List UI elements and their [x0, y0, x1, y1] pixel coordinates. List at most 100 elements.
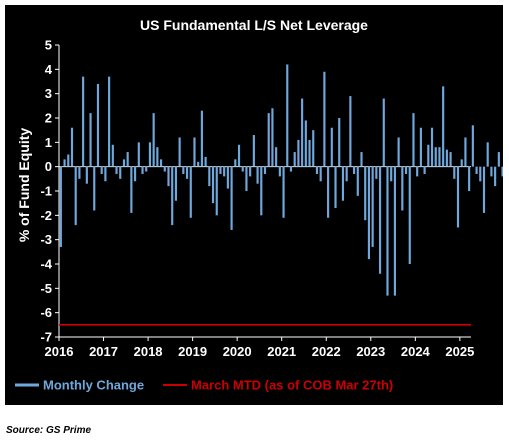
x-tick-label: 2021 [267, 344, 296, 359]
bar [456, 166, 460, 228]
bar [70, 127, 74, 167]
bar [260, 166, 263, 216]
bar [182, 166, 185, 174]
bar [174, 166, 177, 201]
y-tick-label: 1 [45, 135, 52, 150]
bar [74, 166, 77, 226]
bar [252, 135, 255, 167]
bar [104, 166, 107, 182]
bar [211, 166, 215, 204]
bar [371, 166, 374, 247]
bar [282, 166, 285, 218]
bar [501, 166, 503, 177]
bar [89, 113, 92, 167]
bar [334, 166, 337, 209]
bar [119, 166, 122, 179]
bar [494, 166, 497, 187]
bar [382, 98, 385, 167]
bar [223, 166, 226, 177]
bar [312, 130, 315, 167]
y-tick-label: 4 [45, 62, 53, 77]
bar [197, 161, 200, 167]
bar [360, 152, 363, 167]
bar [434, 147, 437, 167]
bar [115, 166, 118, 174]
bar [130, 166, 133, 213]
chart-plot: US Fundamental L/S Net Leverage % of Fun… [15, 17, 503, 393]
bar [341, 166, 345, 201]
bar [263, 166, 267, 174]
bar [367, 166, 371, 260]
bar-series [59, 64, 503, 296]
bar [85, 166, 88, 184]
bar [349, 96, 352, 167]
bar [401, 166, 404, 211]
bar [271, 108, 274, 167]
bar [245, 166, 248, 191]
bar [163, 166, 166, 172]
bar [100, 166, 103, 174]
bar [393, 166, 396, 296]
bar [304, 120, 307, 167]
bar [427, 144, 430, 167]
x-tick-label: 2016 [45, 344, 74, 359]
bar [482, 166, 486, 213]
bar [438, 147, 441, 167]
bar [59, 166, 62, 247]
bar [442, 86, 445, 167]
bar [267, 113, 270, 167]
bar [278, 166, 281, 177]
bar [159, 159, 163, 167]
bar [479, 166, 482, 182]
bar [468, 166, 471, 191]
bar [378, 166, 382, 274]
bar [345, 166, 348, 182]
x-tick-label: 2019 [178, 344, 207, 359]
bar [471, 125, 474, 167]
y-tick-label: -1 [40, 184, 52, 199]
bar [96, 83, 100, 167]
bar [226, 166, 229, 189]
y-tick-label: -7 [40, 330, 52, 345]
bar [289, 166, 293, 172]
bar [63, 159, 66, 167]
bar [323, 71, 326, 167]
bar [185, 166, 189, 179]
bar [449, 152, 452, 167]
bar [134, 166, 137, 182]
bar [111, 144, 114, 167]
x-tick-label: 2025 [445, 344, 474, 359]
bar [408, 166, 411, 264]
y-tick-label: 0 [45, 159, 52, 174]
bar [108, 76, 111, 167]
legend: Monthly Change March MTD (as of COB Mar 2… [15, 378, 393, 393]
bar [193, 137, 196, 167]
bar [141, 166, 144, 174]
bar [464, 137, 467, 167]
y-axis: 5 4 3 2 1 0 -1 -2 -3 -4 -5 -6 -7 [40, 38, 60, 345]
bar [319, 166, 322, 182]
bar [397, 137, 400, 167]
x-tick-label: 2022 [312, 344, 341, 359]
bar [126, 152, 129, 167]
y-tick-label: -5 [40, 281, 52, 296]
bar [148, 142, 152, 167]
bar [475, 166, 478, 174]
bar [445, 149, 448, 167]
bar [230, 166, 233, 230]
bar [308, 139, 311, 167]
chart-title: US Fundamental L/S Net Leverage [140, 17, 368, 33]
bar [67, 154, 70, 167]
bar [167, 166, 170, 187]
bar [204, 156, 207, 167]
bar [152, 113, 155, 167]
bar [78, 166, 81, 179]
source-note: Source: GS Prime [6, 425, 92, 436]
bar [419, 127, 422, 167]
chart-panel: US Fundamental L/S Net Leverage % of Fun… [5, 5, 503, 405]
y-tick-label: -2 [40, 208, 52, 223]
bar [390, 166, 393, 182]
bar [297, 139, 300, 167]
bar [275, 147, 278, 167]
bar [490, 166, 493, 177]
